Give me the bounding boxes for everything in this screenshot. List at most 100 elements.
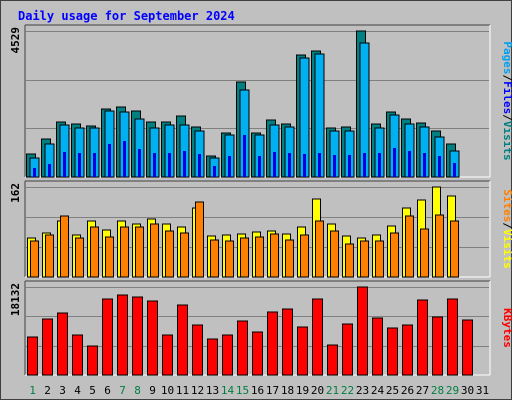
middle-panel-series-label-part: Sites xyxy=(501,189,512,222)
middle-panel-bar-sites-day-24 xyxy=(375,240,384,278)
x-tick-label-day-24: 24 xyxy=(371,384,385,397)
middle-panel-bar-sites-day-25 xyxy=(390,232,399,278)
bottom-panel-bar-kbytes-day-13 xyxy=(207,338,218,376)
top-panel-bar-pages-day-12 xyxy=(198,154,201,177)
top-panel-bar-pages-day-4 xyxy=(78,153,81,177)
bottom-panel-bar-kbytes-day-16 xyxy=(252,331,263,376)
middle-panel-bar-sites-day-20 xyxy=(315,220,324,278)
middle-panel-bar-sites-day-9 xyxy=(150,223,159,278)
middle-panel-bar-sites-day-12 xyxy=(195,201,204,278)
top-panel-bar-pages-day-18 xyxy=(288,153,291,177)
middle-panel-bar-sites-day-17 xyxy=(270,233,279,278)
bottom-panel-bar-kbytes-day-4 xyxy=(72,334,83,376)
top-panel-bar-pages-day-17 xyxy=(273,152,276,177)
x-tick-label-day-31: 31 xyxy=(476,384,489,397)
bottom-panel-bar-kbytes-day-26 xyxy=(402,324,413,376)
top-panel-bar-pages-day-16 xyxy=(258,156,261,177)
top-panel-bar-pages-day-24 xyxy=(378,153,381,177)
middle-panel-bar-sites-day-3 xyxy=(60,215,69,278)
middle-panel-bar-sites-day-15 xyxy=(240,237,249,278)
middle-panel-bar-sites-day-2 xyxy=(45,234,54,278)
middle-panel-bar-sites-day-21 xyxy=(330,230,339,278)
top-panel-bar-pages-day-15 xyxy=(243,135,246,177)
x-tick-label-day-3: 3 xyxy=(59,384,66,397)
top-panel-bar-pages-day-22 xyxy=(348,155,351,177)
top-panel-bar-pages-day-9 xyxy=(153,153,156,177)
x-tick-label-day-18: 18 xyxy=(281,384,294,397)
bottom-panel-bar-kbytes-day-2 xyxy=(42,318,53,376)
top-panel-bar-pages-day-6 xyxy=(108,144,111,177)
top-panel-bar-pages-day-3 xyxy=(63,152,66,177)
top-panel-bar-pages-day-7 xyxy=(123,141,126,177)
top-panel-bar-pages-day-26 xyxy=(408,151,411,177)
bottom-panel-bar-kbytes-day-22 xyxy=(342,323,353,376)
bottom-panel-bar-kbytes-day-7 xyxy=(117,294,128,376)
middle-panel-bar-sites-day-22 xyxy=(345,243,354,278)
bottom-panel-bar-kbytes-day-24 xyxy=(372,317,383,376)
middle-panel-bar-sites-day-14 xyxy=(225,240,234,278)
bottom-panel-bar-kbytes-day-3 xyxy=(57,312,68,376)
x-tick-label-day-1: 1 xyxy=(29,384,36,397)
middle-panel-bar-sites-day-7 xyxy=(120,226,129,278)
x-tick-label-day-22: 22 xyxy=(341,384,354,397)
middle-panel-bar-sites-day-5 xyxy=(90,226,99,278)
middle-panel-bar-sites-day-16 xyxy=(255,236,264,278)
x-tick-label-day-25: 25 xyxy=(386,384,399,397)
bottom-panel-bar-kbytes-day-10 xyxy=(162,334,173,376)
x-tick-label-day-29: 29 xyxy=(446,384,459,397)
top-panel-series-label-part: Files xyxy=(501,81,512,114)
bottom-panel-bar-kbytes-day-8 xyxy=(132,296,143,376)
top-panel-bar-pages-day-14 xyxy=(228,156,231,177)
middle-panel-bar-sites-day-11 xyxy=(180,232,189,278)
x-tick-label-day-14: 14 xyxy=(221,384,235,397)
bottom-panel-bar-kbytes-day-17 xyxy=(267,311,278,376)
middle-panel-bar-sites-day-18 xyxy=(285,239,294,278)
chart-title: Daily usage for September 2024 xyxy=(18,9,235,23)
bottom-panel-bar-kbytes-day-9 xyxy=(147,300,158,376)
x-tick-label-day-10: 10 xyxy=(161,384,174,397)
bottom-panel-series-label: KBytes xyxy=(501,308,512,348)
x-tick-label-day-5: 5 xyxy=(89,384,96,397)
bottom-panel-bar-kbytes-day-18 xyxy=(282,308,293,376)
middle-panel-series-label-part: / xyxy=(501,222,512,229)
top-panel-series-label-part: Pages xyxy=(501,41,512,74)
bottom-panel-ymax-label: 18132 xyxy=(9,283,22,316)
bottom-panel-bar-kbytes-day-19 xyxy=(297,326,308,376)
bottom-panel-bar-kbytes-day-12 xyxy=(192,324,203,376)
x-tick-label-day-20: 20 xyxy=(311,384,324,397)
middle-panel-bar-sites-day-10 xyxy=(165,230,174,278)
top-panel-bar-pages-day-8 xyxy=(138,149,141,177)
x-tick-label-day-28: 28 xyxy=(431,384,444,397)
top-panel-series-label: Pages/Files/Visits xyxy=(501,41,512,160)
x-tick-label-day-6: 6 xyxy=(104,384,111,397)
bottom-panel-bar-kbytes-day-6 xyxy=(102,298,113,376)
middle-panel-bar-sites-day-23 xyxy=(360,240,369,278)
x-tick-label-day-19: 19 xyxy=(296,384,309,397)
bottom-panel-bar-kbytes-day-21 xyxy=(327,344,338,376)
bottom-panel-bar-kbytes-day-27 xyxy=(417,299,428,376)
bottom-panel-bar-kbytes-day-1 xyxy=(27,336,38,376)
top-panel-bar-pages-day-20 xyxy=(318,153,321,177)
bottom-panel-bar-kbytes-day-11 xyxy=(177,304,188,376)
bottom-panel-bar-kbytes-day-23 xyxy=(357,286,368,376)
bottom-panel-bar-kbytes-day-28 xyxy=(432,316,443,376)
top-panel-series-label-part: Visits xyxy=(501,121,512,161)
top-panel-bar-pages-day-21 xyxy=(333,155,336,177)
x-tick-label-day-11: 11 xyxy=(176,384,189,397)
x-tick-label-day-15: 15 xyxy=(236,384,249,397)
top-panel-ymax-label: 4529 xyxy=(9,27,22,54)
middle-panel-series-label: Sites/Visits xyxy=(501,189,512,269)
middle-panel-bar-sites-day-8 xyxy=(135,226,144,278)
middle-panel-ymax-label: 162 xyxy=(9,183,22,203)
top-panel-series-label-part: / xyxy=(501,75,512,82)
x-tick-label-day-7: 7 xyxy=(119,384,126,397)
bottom-panel-series-label-part: KBytes xyxy=(501,308,512,348)
x-tick-label-day-27: 27 xyxy=(416,384,429,397)
middle-panel-bar-sites-day-27 xyxy=(420,228,429,278)
top-panel-bar-pages-day-29 xyxy=(453,163,456,177)
x-tick-label-day-12: 12 xyxy=(191,384,204,397)
bottom-panel-bar-kbytes-day-20 xyxy=(312,298,323,376)
middle-panel-bar-sites-day-28 xyxy=(435,214,444,278)
top-panel-bar-pages-day-23 xyxy=(363,153,366,177)
x-tick-label-day-17: 17 xyxy=(266,384,279,397)
